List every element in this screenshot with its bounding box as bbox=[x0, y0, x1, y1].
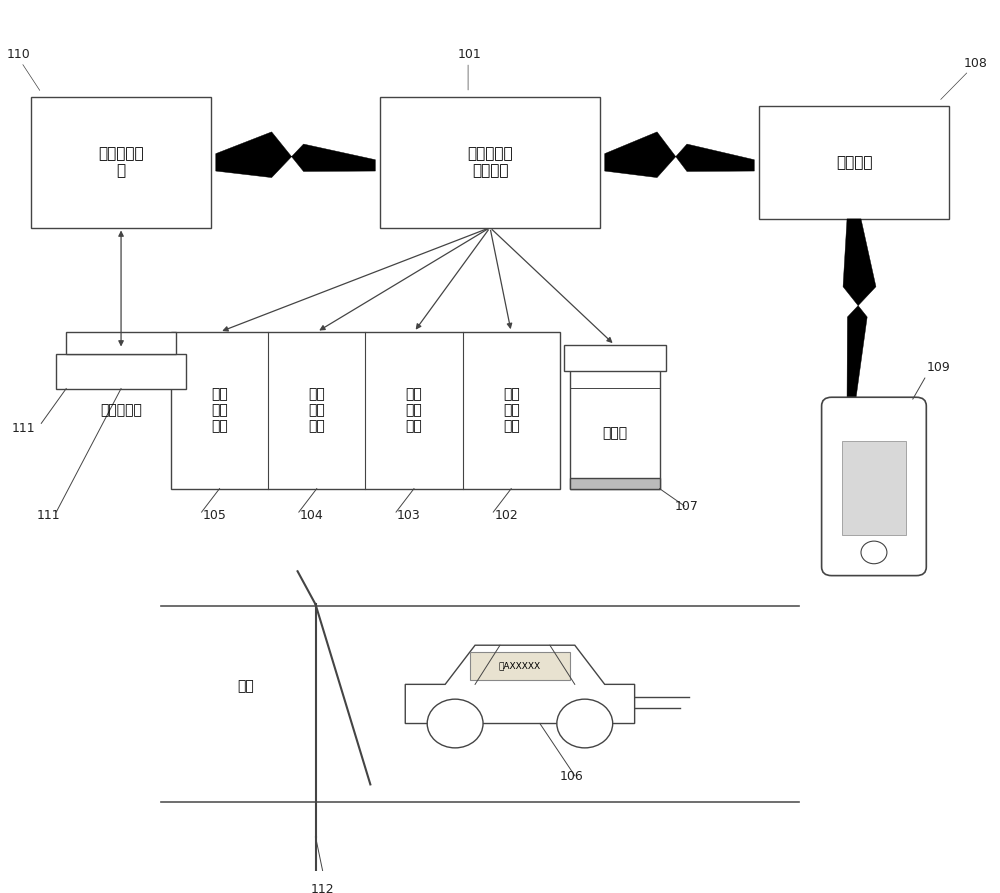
Text: 加油站中央
管理平台: 加油站中央 管理平台 bbox=[467, 146, 513, 179]
Text: 105: 105 bbox=[203, 509, 226, 522]
Text: 101: 101 bbox=[458, 48, 482, 61]
Bar bbox=[759, 105, 949, 219]
Bar bbox=[31, 97, 211, 228]
Circle shape bbox=[427, 699, 483, 747]
Bar bbox=[842, 441, 906, 535]
Polygon shape bbox=[405, 646, 635, 723]
Bar bbox=[66, 332, 176, 354]
Text: 104: 104 bbox=[300, 509, 324, 522]
Bar bbox=[56, 354, 186, 388]
FancyBboxPatch shape bbox=[822, 397, 926, 576]
Circle shape bbox=[861, 541, 887, 563]
Text: 110: 110 bbox=[6, 48, 30, 61]
Text: 加油机: 加油机 bbox=[602, 426, 627, 440]
Text: 106: 106 bbox=[560, 770, 584, 783]
Text: 107: 107 bbox=[675, 500, 698, 513]
Text: 发票打印机: 发票打印机 bbox=[100, 404, 142, 417]
Text: 栏杆: 栏杆 bbox=[237, 680, 254, 694]
Polygon shape bbox=[843, 219, 876, 397]
Text: 车牌
识别
装置: 车牌 识别 装置 bbox=[503, 387, 520, 433]
Bar bbox=[570, 478, 660, 488]
Text: 112: 112 bbox=[311, 883, 334, 893]
Text: 陕AXXXXX: 陕AXXXXX bbox=[499, 662, 541, 671]
Text: 小票
打印
装置: 小票 打印 装置 bbox=[308, 387, 325, 433]
Text: 111: 111 bbox=[36, 509, 60, 522]
Text: 103: 103 bbox=[397, 509, 421, 522]
Text: 屏幕
显示
装置: 屏幕 显示 装置 bbox=[211, 387, 228, 433]
Circle shape bbox=[557, 699, 613, 747]
Bar bbox=[171, 332, 560, 488]
Polygon shape bbox=[216, 132, 375, 178]
Text: 102: 102 bbox=[494, 509, 518, 522]
Text: 发票管理平
台: 发票管理平 台 bbox=[98, 146, 144, 179]
Polygon shape bbox=[605, 132, 754, 178]
Bar bbox=[380, 97, 600, 228]
Bar bbox=[570, 349, 660, 488]
Text: 银行系统: 银行系统 bbox=[836, 154, 872, 170]
Text: 栏杆
控制
装置: 栏杆 控制 装置 bbox=[406, 387, 422, 433]
Text: 109: 109 bbox=[926, 361, 950, 374]
Text: 111: 111 bbox=[11, 422, 35, 435]
Text: 108: 108 bbox=[964, 56, 988, 70]
Bar bbox=[564, 345, 666, 371]
Bar bbox=[470, 652, 570, 680]
